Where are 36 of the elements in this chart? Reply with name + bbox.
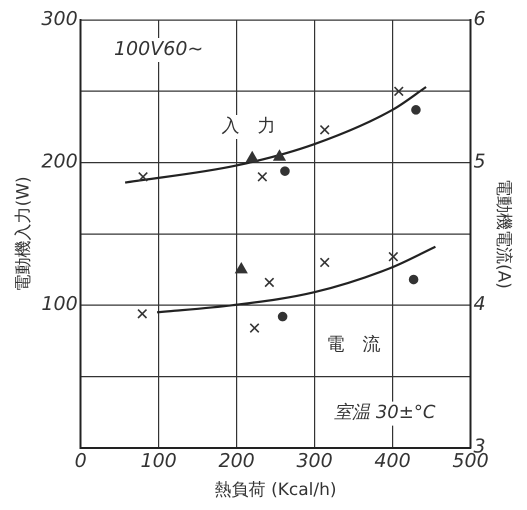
y2-tick-label: 6: [474, 8, 486, 30]
point: [408, 274, 418, 284]
point: [320, 257, 330, 268]
point: [411, 105, 421, 115]
x-tick-label: 100: [140, 450, 177, 472]
annotation: 電 流: [326, 334, 381, 355]
line-series: [156, 246, 437, 314]
x-tick-label: 200: [218, 450, 255, 472]
point: [320, 124, 330, 135]
point: [235, 262, 248, 274]
y-tick-label: 100: [41, 293, 78, 316]
y2-axis-title: 電動機電流(A): [493, 178, 514, 289]
point: [280, 166, 290, 176]
point: [249, 322, 260, 334]
y2-tick-label: 5: [474, 150, 486, 173]
point: [137, 308, 148, 319]
y2-tick-label: 4: [474, 293, 486, 316]
line-series: [124, 86, 428, 184]
y-tick-label: 300: [41, 8, 78, 30]
point: [138, 172, 148, 182]
x-tick-label: 300: [296, 450, 333, 472]
x-axis-title: 熱負荷 (Kcal/h): [214, 480, 336, 500]
x-tick-label: 400: [374, 450, 411, 472]
point: [278, 312, 288, 322]
point: [264, 277, 274, 288]
point: [273, 150, 286, 161]
point: [388, 252, 398, 262]
point: [257, 172, 268, 182]
point: [394, 86, 404, 96]
annotation: 入 力: [221, 116, 276, 137]
y-tick-label: 200: [41, 150, 78, 173]
annotation: 室温 30±°C: [334, 402, 436, 424]
y-axis-title: 電動機入力(W): [14, 176, 34, 292]
annotation: 100V60~: [114, 38, 204, 60]
point: [246, 152, 258, 162]
x-tick-label: 0: [74, 450, 87, 472]
